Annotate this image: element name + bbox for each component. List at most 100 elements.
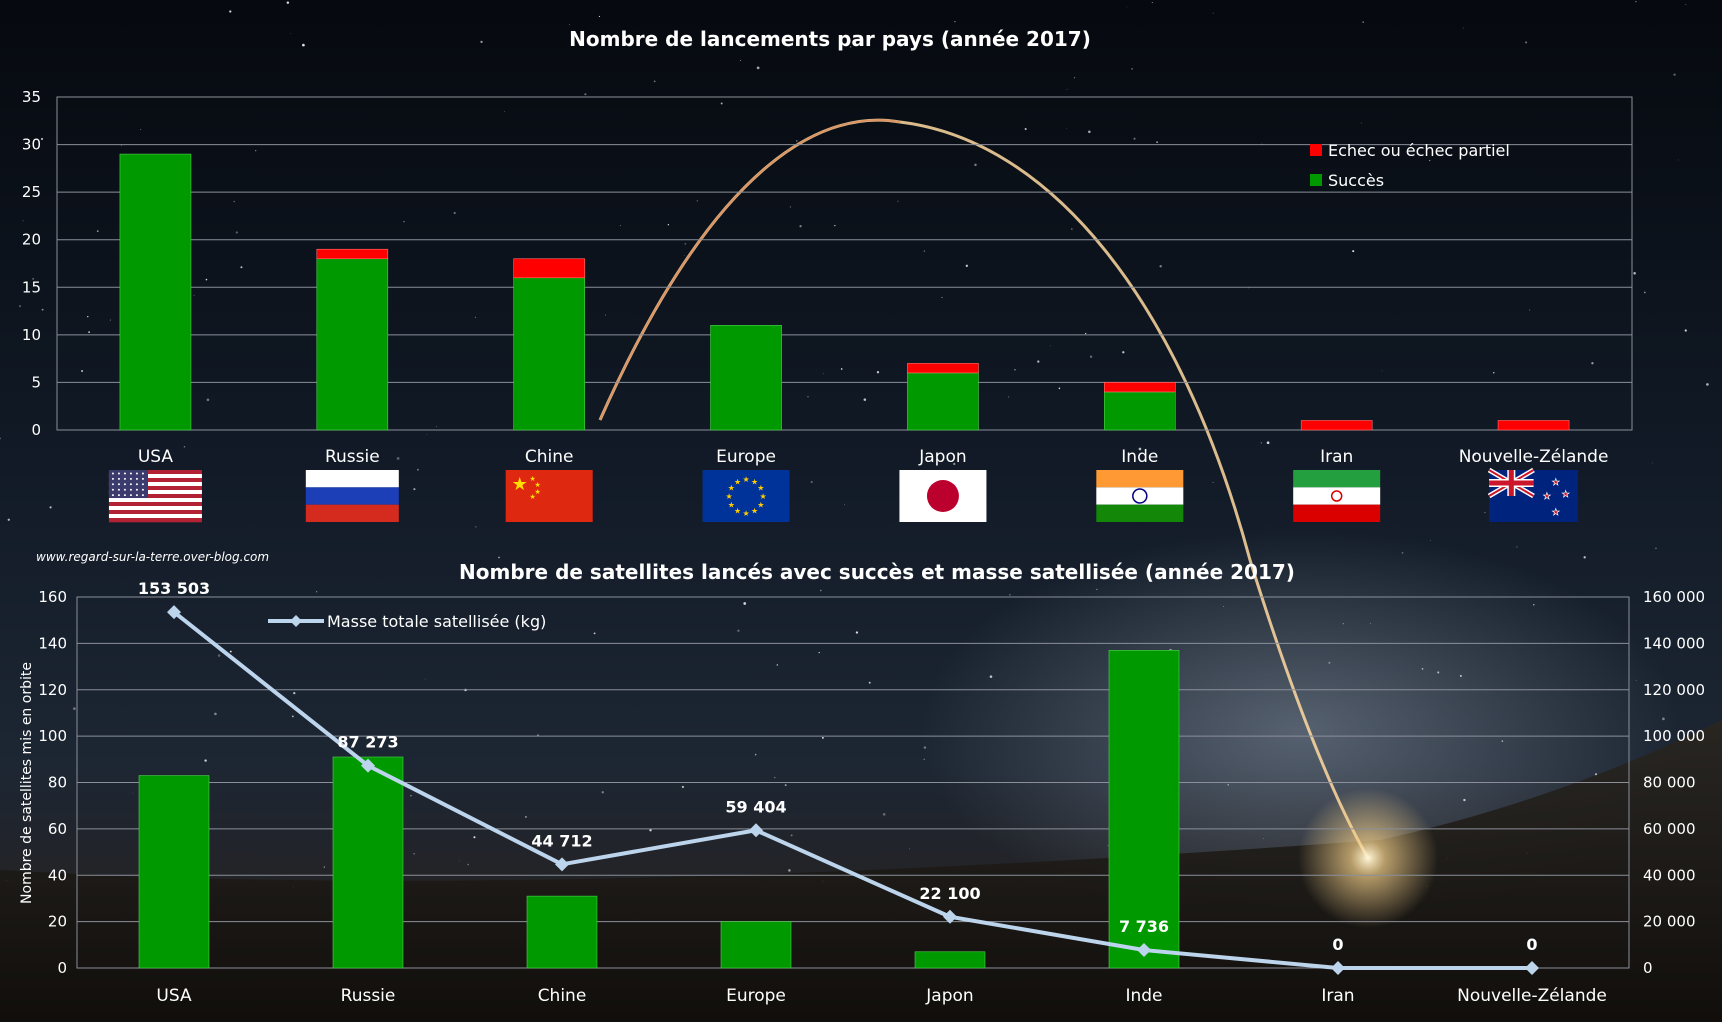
satellite-bar-russie (332, 756, 404, 969)
mass-data-label: 44 712 (531, 831, 592, 850)
mass-data-label: 153 503 (138, 579, 210, 598)
star (941, 296, 943, 298)
star (1009, 593, 1011, 596)
star (1073, 76, 1076, 79)
flag-chakra (1132, 488, 1148, 504)
mass-marker (943, 909, 957, 924)
flag-star (141, 477, 144, 480)
flag-star: ★ (734, 507, 741, 516)
flag-star: ★ (728, 501, 735, 510)
star (1131, 68, 1133, 70)
flag-stripe (305, 487, 399, 505)
star (1673, 73, 1676, 76)
star (897, 200, 899, 202)
star (667, 224, 670, 226)
star (1493, 372, 1495, 374)
star (316, 591, 318, 593)
star (214, 712, 217, 716)
star (467, 863, 469, 866)
mass-data-label: 0 (1332, 935, 1343, 954)
legend-label-mass: Masse totale satellisée (kg) (327, 612, 546, 631)
star (1360, 122, 1362, 124)
rocket-trajectory-faint (599, 119, 901, 421)
flag-star (135, 488, 138, 491)
flag-star (141, 494, 144, 497)
x-tick-label: Nouvelle-Zélande (1457, 986, 1607, 1006)
x-tick-label: Europe (716, 447, 776, 467)
y2-tick-label: 120 000 (1643, 681, 1705, 699)
eu-flag: ★★★★★★★★★ ★ ★★ (702, 470, 790, 522)
satellite-bars (138, 650, 1180, 969)
star (598, 15, 601, 18)
flag-stripe (108, 478, 202, 483)
x-tick-label: Japon (925, 986, 973, 1006)
y-tick-label: 0 (57, 959, 67, 977)
star (696, 200, 698, 202)
star (807, 396, 809, 398)
star (619, 224, 621, 227)
x-tick-label: Japon (918, 447, 966, 467)
flag-star (129, 477, 132, 480)
x-tick-label: Russie (341, 986, 396, 1006)
star (1525, 41, 1528, 44)
star (855, 631, 859, 634)
star (799, 225, 802, 228)
flag-stripe (108, 510, 202, 515)
star (474, 316, 477, 319)
star (784, 784, 787, 787)
flag-star: ★ (1562, 490, 1570, 500)
mass-legend: Masse totale satellisée (kg) (268, 612, 546, 631)
flag-canton (108, 470, 148, 498)
star (41, 308, 44, 311)
legend-label-failure: Echec ou échec partiel (1328, 141, 1510, 160)
y-tick-label: 100 (38, 727, 67, 745)
flag-stripe (1096, 470, 1184, 488)
star (754, 753, 757, 756)
flag-stripe (108, 494, 202, 499)
y2-tick-label: 60 000 (1643, 820, 1696, 838)
star (40, 137, 44, 141)
star (1126, 6, 1128, 8)
x-tick-label: USA (156, 986, 192, 1006)
flag-star: ★ (742, 475, 749, 484)
star (584, 93, 587, 96)
star (1655, 547, 1657, 549)
launch-glow (1298, 788, 1438, 928)
star (681, 785, 685, 789)
flag-stripe (108, 498, 202, 503)
launches-plot-area (56, 96, 1633, 431)
failure-bar-inde (1104, 382, 1176, 393)
y-tick-label: 10 (22, 326, 41, 344)
star (183, 446, 186, 448)
x-tick-label: Nouvelle-Zélande (1459, 447, 1609, 467)
satellites-x-axis: USA Russie Chine Europe Japon Inde Iran Nouvell… (156, 986, 1606, 1006)
flag-star (123, 472, 126, 475)
flag-stripe (305, 504, 399, 522)
star (923, 250, 926, 252)
star (22, 220, 24, 222)
flag-star (141, 488, 144, 491)
star (789, 206, 791, 208)
star (653, 80, 656, 83)
y2-tick-label: 20 000 (1643, 913, 1696, 931)
star (863, 398, 867, 401)
star (1685, 4, 1687, 6)
flag-star: ★ (757, 501, 764, 510)
star (1484, 511, 1486, 514)
success-bar-japon (907, 372, 979, 431)
x-tick-label: Iran (1321, 986, 1354, 1006)
flag-field (702, 470, 790, 522)
star (605, 314, 607, 316)
ground (0, 720, 1722, 1022)
failure-bar-chine (513, 258, 585, 279)
star (737, 629, 740, 632)
y-tick-label: 20 (22, 231, 41, 249)
iran-flag (1293, 470, 1381, 522)
star (790, 834, 793, 837)
flag-star (117, 488, 120, 491)
star (410, 794, 412, 797)
country-flags: ★ ★★★★ ★★★★★★★★★ ★ ★★ ★★ ★★ (108, 467, 1579, 523)
flag-star (111, 477, 114, 480)
flag-star (123, 494, 126, 497)
legend-swatch-failure (1310, 144, 1322, 156)
